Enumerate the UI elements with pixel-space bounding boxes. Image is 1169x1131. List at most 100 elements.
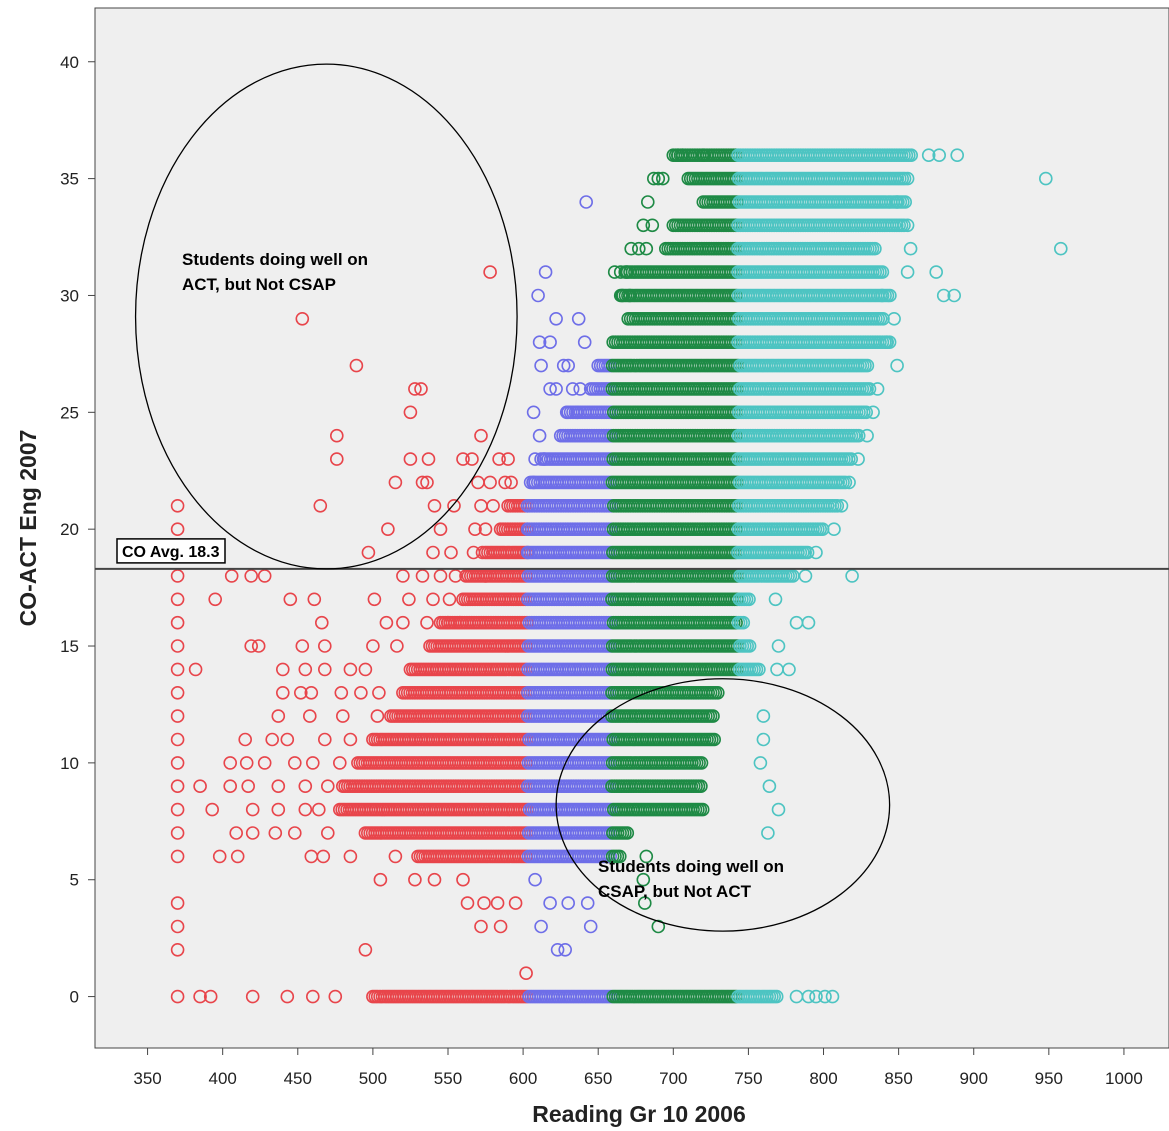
data-point	[170, 942, 185, 957]
data-point	[456, 452, 470, 466]
data-point	[860, 358, 875, 373]
x-tick-label: 650	[584, 1069, 612, 1088]
data-point	[875, 265, 890, 279]
data-point	[170, 592, 185, 607]
data-point	[830, 498, 845, 513]
data-point	[334, 685, 349, 700]
data-point	[193, 779, 207, 794]
data-point	[504, 475, 518, 490]
data-point	[433, 569, 448, 583]
data-point	[271, 779, 286, 794]
data-point	[1054, 241, 1068, 256]
data-point	[320, 779, 335, 794]
data-point	[771, 802, 786, 817]
data-point	[408, 382, 422, 396]
data-point	[317, 732, 332, 747]
data-point	[465, 452, 479, 466]
data-point	[543, 896, 557, 910]
data-point	[343, 662, 358, 677]
y-tick-label: 40	[60, 53, 79, 72]
data-point	[298, 802, 313, 817]
annotation-ellipse	[134, 63, 518, 570]
data-point	[639, 849, 654, 864]
data-point	[170, 662, 185, 677]
data-point	[354, 685, 368, 700]
data-point	[695, 802, 710, 817]
data-point	[268, 826, 283, 840]
data-point	[244, 639, 258, 653]
data-point	[768, 592, 783, 607]
data-point	[193, 989, 207, 1004]
data-point	[950, 148, 965, 162]
data-point	[736, 615, 751, 630]
data-point	[613, 265, 628, 279]
data-point	[388, 849, 403, 864]
x-tick-label: 600	[509, 1069, 537, 1088]
data-point	[170, 732, 185, 747]
data-point	[531, 288, 545, 303]
data-point	[851, 452, 865, 466]
data-point	[298, 662, 313, 677]
data-point	[245, 802, 260, 817]
x-tick-label: 550	[434, 1069, 462, 1088]
data-point	[305, 756, 320, 770]
data-point	[335, 709, 350, 723]
data-point	[280, 989, 295, 1004]
data-point	[528, 452, 542, 466]
data-point	[800, 545, 815, 560]
data-point	[188, 662, 203, 677]
data-point	[453, 615, 467, 630]
data-point	[170, 639, 185, 653]
data-point	[890, 195, 904, 209]
data-point	[287, 826, 302, 840]
x-tick-label: 900	[960, 1069, 988, 1088]
data-point	[448, 569, 463, 583]
data-point	[358, 662, 373, 677]
data-point	[636, 872, 651, 887]
data-point	[559, 405, 574, 420]
data-point	[756, 732, 771, 747]
data-point	[477, 896, 491, 910]
co-average-label-box	[116, 538, 226, 564]
data-point	[307, 592, 322, 607]
data-point	[637, 896, 652, 910]
data-point	[329, 428, 344, 443]
data-point	[519, 966, 533, 981]
data-point	[520, 498, 535, 513]
data-point	[170, 498, 185, 513]
data-point	[332, 756, 347, 770]
data-point	[534, 358, 548, 373]
annotation-text: Students doing well on	[598, 857, 784, 876]
data-point	[890, 358, 904, 373]
data-point	[947, 288, 962, 303]
data-point	[707, 732, 722, 747]
data-point	[825, 989, 840, 1004]
data-point	[900, 171, 915, 186]
data-point	[520, 522, 535, 537]
data-point	[343, 849, 358, 864]
data-point	[433, 522, 448, 537]
data-point	[844, 452, 859, 466]
data-point	[223, 779, 237, 794]
data-point	[402, 592, 416, 607]
data-point	[694, 779, 708, 794]
data-point	[208, 592, 222, 607]
data-point	[762, 779, 777, 794]
data-point	[550, 942, 565, 957]
data-point	[860, 428, 874, 443]
data-point	[229, 826, 243, 840]
data-point	[295, 639, 310, 653]
data-point	[427, 498, 442, 513]
data-point	[415, 475, 430, 490]
data-point	[493, 919, 508, 934]
data-point	[887, 311, 901, 326]
data-point	[770, 662, 784, 677]
overlays: CO Avg. 18.3 Students doing well on ACT, b…	[95, 63, 1169, 932]
data-point	[866, 405, 880, 420]
data-point	[538, 265, 553, 279]
data-point	[314, 615, 329, 630]
data-point	[474, 919, 488, 934]
data-point	[742, 639, 757, 653]
data-point	[932, 148, 947, 162]
